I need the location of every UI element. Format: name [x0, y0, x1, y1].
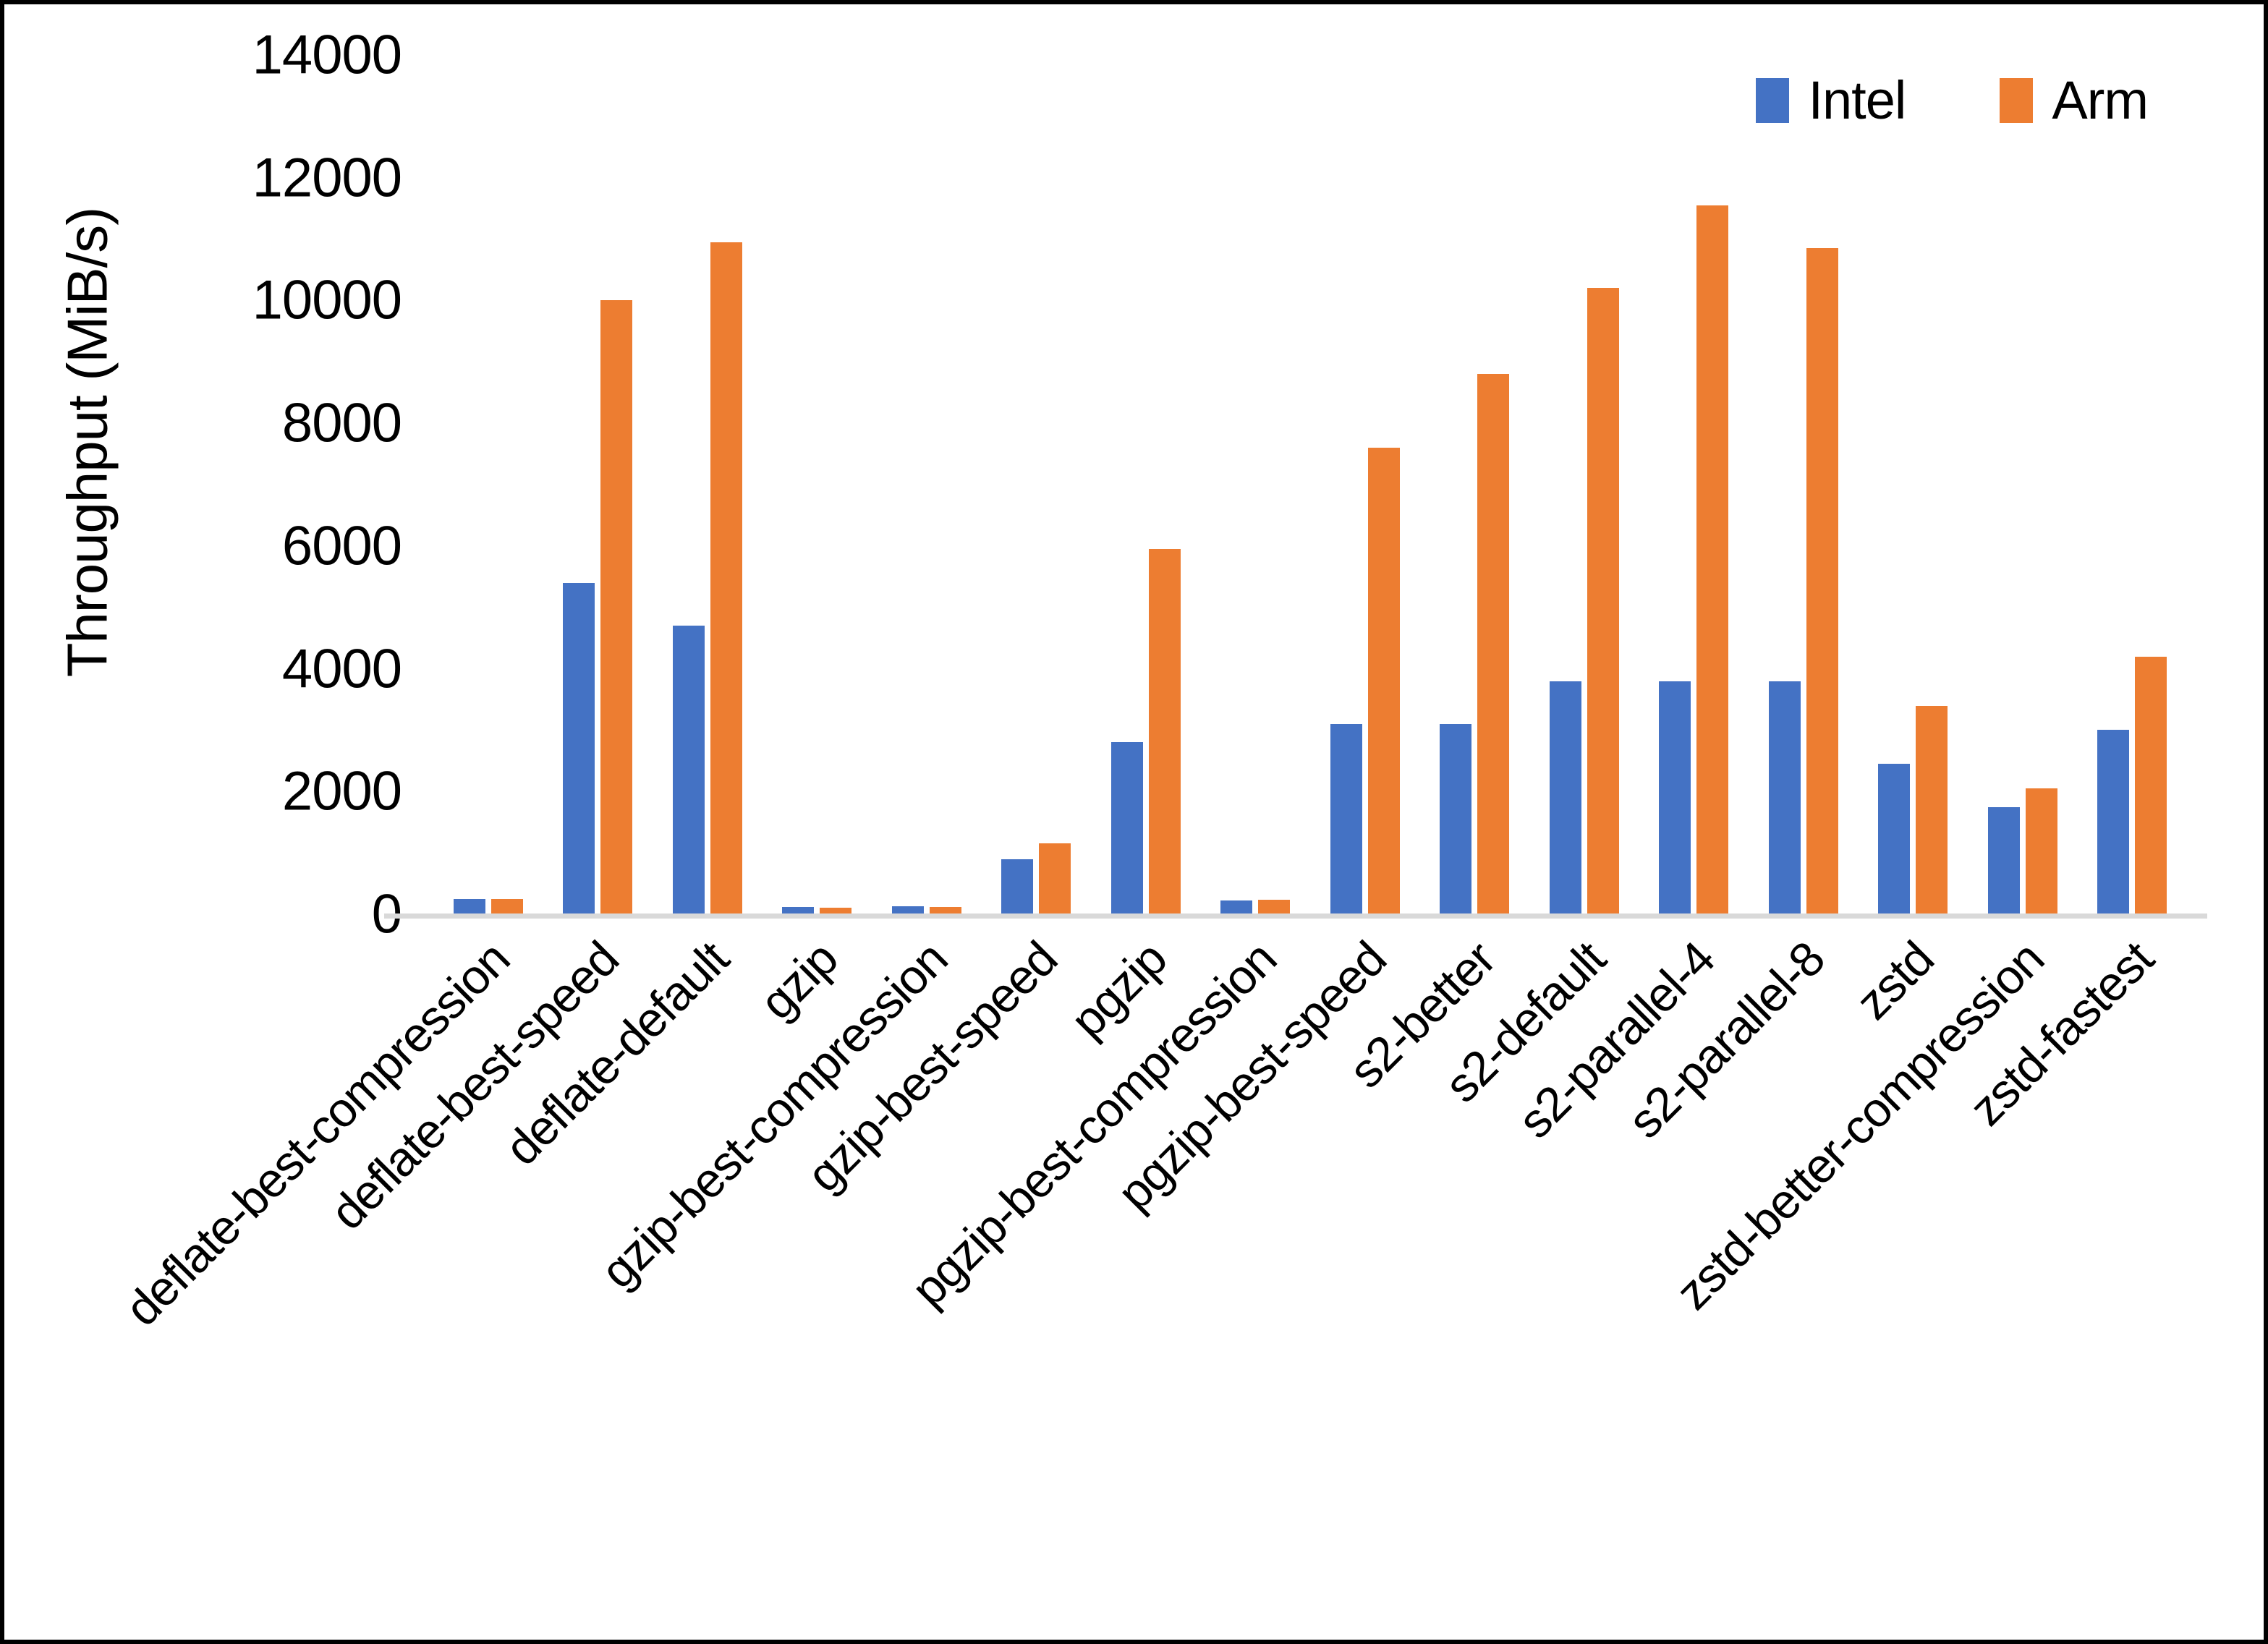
- bar-arm[interactable]: [1587, 288, 1619, 914]
- bar-intel[interactable]: [1878, 764, 1911, 914]
- bar-intel[interactable]: [1440, 723, 1472, 914]
- bar-arm[interactable]: [929, 906, 961, 914]
- bar-group: [433, 55, 543, 914]
- y-axis-tick-label: 14000: [252, 24, 402, 86]
- bar-group: [982, 55, 1092, 914]
- y-axis-tick-label: 10000: [252, 269, 402, 331]
- y-axis-tick-label: 8000: [281, 392, 402, 454]
- bar-group: [543, 55, 653, 914]
- bar-arm[interactable]: [490, 898, 523, 914]
- chart-legend: Intel Arm: [1756, 70, 2149, 130]
- y-axis-tick-label: 6000: [281, 515, 402, 577]
- y-axis-tick-label: 2000: [281, 760, 402, 822]
- x-axis-label-cell: s2-parallel-8: [1618, 919, 1859, 1627]
- bar-group: [1310, 55, 1420, 914]
- bar-group: [1749, 55, 1859, 914]
- bar-group: [2078, 55, 2188, 914]
- legend-swatch-intel: [1756, 78, 1790, 123]
- y-axis-ticks: 14000120001000080006000400020000: [252, 25, 2193, 945]
- bar-arm[interactable]: [2135, 656, 2167, 914]
- x-axis-label-cell: gzip-best-speed: [797, 919, 1092, 1627]
- bar-arm[interactable]: [2025, 788, 2057, 914]
- bar-arm[interactable]: [820, 907, 852, 914]
- bar-group: [1968, 55, 2078, 914]
- bar-intel[interactable]: [891, 906, 924, 914]
- bar-group: [1420, 55, 1530, 914]
- bar-intel[interactable]: [1001, 859, 1034, 914]
- bar-group: [872, 55, 982, 914]
- legend-label-intel: Intel: [1808, 70, 1906, 130]
- bar-arm[interactable]: [1696, 205, 1729, 914]
- x-axis-tick-label: gzip: [749, 932, 849, 1030]
- x-axis-tick-label: zstd: [1846, 932, 1945, 1030]
- legend-label-arm: Arm: [2052, 70, 2149, 130]
- bar-group: [1859, 55, 1968, 914]
- bar-arm[interactable]: [1258, 900, 1291, 914]
- bar-arm[interactable]: [710, 242, 742, 914]
- x-axis-label-cell: zstd-fastest: [1959, 919, 2188, 1627]
- bar-intel[interactable]: [1549, 681, 1581, 914]
- bar-group: [653, 55, 763, 914]
- bar-intel[interactable]: [782, 906, 815, 914]
- bar-intel[interactable]: [1768, 681, 1801, 914]
- bar-intel[interactable]: [2097, 730, 2130, 914]
- bar-arm[interactable]: [600, 300, 633, 914]
- x-axis-labels: deflate-best-compression deflate-best-spe…: [114, 919, 2193, 1627]
- legend-entry-intel[interactable]: Intel: [1756, 74, 1906, 127]
- bar-intel[interactable]: [1110, 742, 1143, 914]
- legend-entry-arm[interactable]: Arm: [2000, 70, 2149, 130]
- bar-arm[interactable]: [1148, 549, 1181, 914]
- bar-intel[interactable]: [1330, 723, 1362, 914]
- y-axis-title: Throughput (MiB/s): [55, 207, 119, 678]
- bar-arm[interactable]: [1039, 843, 1071, 914]
- bar-intel[interactable]: [1220, 900, 1253, 914]
- bar-group: [1529, 55, 1639, 914]
- bar-intel[interactable]: [672, 626, 705, 914]
- bar-intel[interactable]: [1987, 806, 2020, 914]
- bar-group: [763, 55, 872, 914]
- bar-arm[interactable]: [1916, 705, 1948, 914]
- bar-intel[interactable]: [563, 582, 595, 914]
- bar-arm[interactable]: [1806, 248, 1838, 914]
- bar-arm[interactable]: [1367, 448, 1400, 914]
- bar-arm[interactable]: [1477, 374, 1510, 914]
- bar-group: [1639, 55, 1749, 914]
- bar-group: [1091, 55, 1201, 914]
- legend-swatch-arm: [2000, 78, 2034, 123]
- y-axis-tick-label: 4000: [281, 638, 402, 700]
- y-axis-tick-label: 12000: [252, 147, 402, 209]
- bar-group: [1201, 55, 1311, 914]
- bar-groups: [428, 55, 2193, 914]
- plot-area: 14000120001000080006000400020000: [252, 25, 2207, 945]
- bar-intel[interactable]: [1659, 681, 1691, 914]
- bar-intel[interactable]: [453, 898, 485, 914]
- x-axis-label-cell: deflate-default: [494, 919, 763, 1627]
- x-axis-line: [384, 913, 2207, 919]
